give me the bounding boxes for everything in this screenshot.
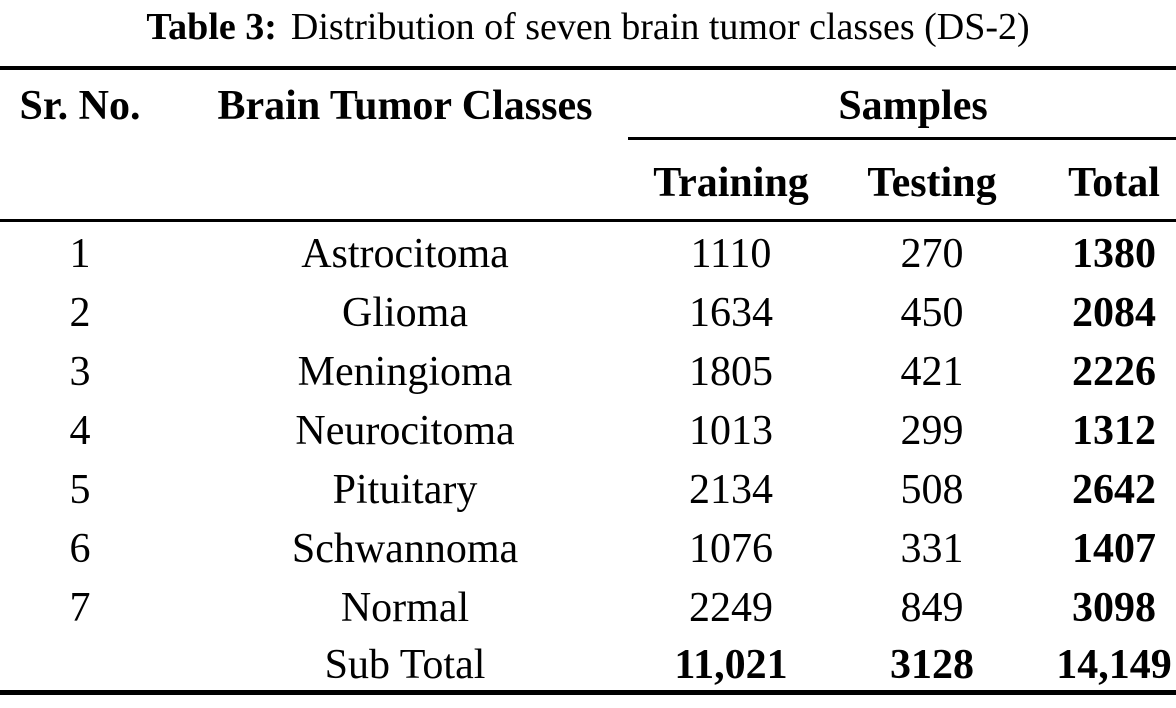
cell-training: 1634 [689,289,773,336]
header-testing: Testing [812,140,1052,222]
cell-sr-no: 1 [69,231,91,278]
cell-total: 1380 [1072,231,1156,278]
table-body: 1 Astrocitoma 1110 270 1380 2 Glioma 1634 450 208… [0,220,1176,692]
cell-total: 2226 [1072,348,1156,395]
cell-sr-no: 6 [69,525,91,572]
table-row: 7 Normal 2249 849 3098 [0,574,1176,633]
cell-sr-no: 2 [69,289,91,336]
cell-class-name: Astrocitoma [301,231,509,278]
cell-total: 1407 [1072,525,1156,572]
cell-testing: 508 [900,466,964,513]
header-samples: Samples [627,68,1176,140]
cell-total: 3098 [1072,584,1156,631]
header-classes: Brain Tumor Classes [160,68,650,222]
table-caption-label: Table 3: [146,6,277,48]
cell-class-name: Normal [340,584,470,631]
header-sr-no: Sr. No. [0,68,160,222]
cell-subtotal-total: 14,149 [1056,642,1172,689]
cell-training: 2249 [689,584,773,631]
table-row: 4 Neurocitoma 1013 299 1312 [0,397,1176,456]
cell-testing: 849 [900,584,964,631]
cell-testing: 331 [900,525,964,572]
cell-class-name: Pituitary [332,466,478,513]
distribution-table: Sr. No. Brain Tumor Classes Samples Trai… [0,66,1176,695]
table-row: 5 Pituitary 2134 508 2642 [0,456,1176,515]
table-row: 6 Schwannoma 1076 331 1407 [0,515,1176,574]
cell-total: 1312 [1072,407,1156,454]
cell-training: 2134 [689,466,773,513]
cell-sr-no: 5 [69,466,91,513]
cell-class-name: Glioma [342,289,468,336]
cell-class-name: Meningioma [297,348,513,395]
cell-testing: 270 [900,231,964,278]
cell-subtotal-training: 11,021 [674,642,788,689]
cell-sr-no: 7 [69,584,91,631]
header-training: Training [650,140,812,222]
cell-total: 2084 [1072,289,1156,336]
table-caption: Table 3: Distribution of seven brain tumo… [0,0,1176,66]
cell-testing: 299 [900,407,964,454]
cell-training: 1805 [689,348,773,395]
cell-testing: 421 [900,348,964,395]
cell-sr-no-empty [0,633,160,692]
cell-class-name: Schwannoma [291,525,519,572]
cell-training: 1013 [689,407,773,454]
header-total: Total [1052,140,1176,222]
table-row: 3 Meningioma 1805 421 2226 [0,338,1176,397]
header-row-sub: Training Testing Total [0,140,1176,222]
cell-training: 1076 [689,525,773,572]
table-header: Sr. No. Brain Tumor Classes Samples Trai… [0,68,1176,222]
cell-subtotal-label: Sub Total [324,642,486,689]
header-row-top: Sr. No. Brain Tumor Classes Samples [0,68,1176,222]
cell-total: 2642 [1072,466,1156,513]
cell-class-name: Neurocitoma [295,407,515,454]
cell-subtotal-testing: 3128 [890,642,974,689]
cell-training: 1110 [690,231,772,278]
table-row: 1 Astrocitoma 1110 270 1380 [0,220,1176,279]
cell-testing: 450 [900,289,964,336]
subtotal-row: Sub Total 11,021 3128 14,149 [0,633,1176,692]
table-row: 2 Glioma 1634 450 2084 [0,279,1176,338]
cell-sr-no: 4 [69,407,91,454]
table-caption-text: Distribution of seven brain tumor classe… [290,6,1030,48]
cell-sr-no: 3 [69,348,91,395]
